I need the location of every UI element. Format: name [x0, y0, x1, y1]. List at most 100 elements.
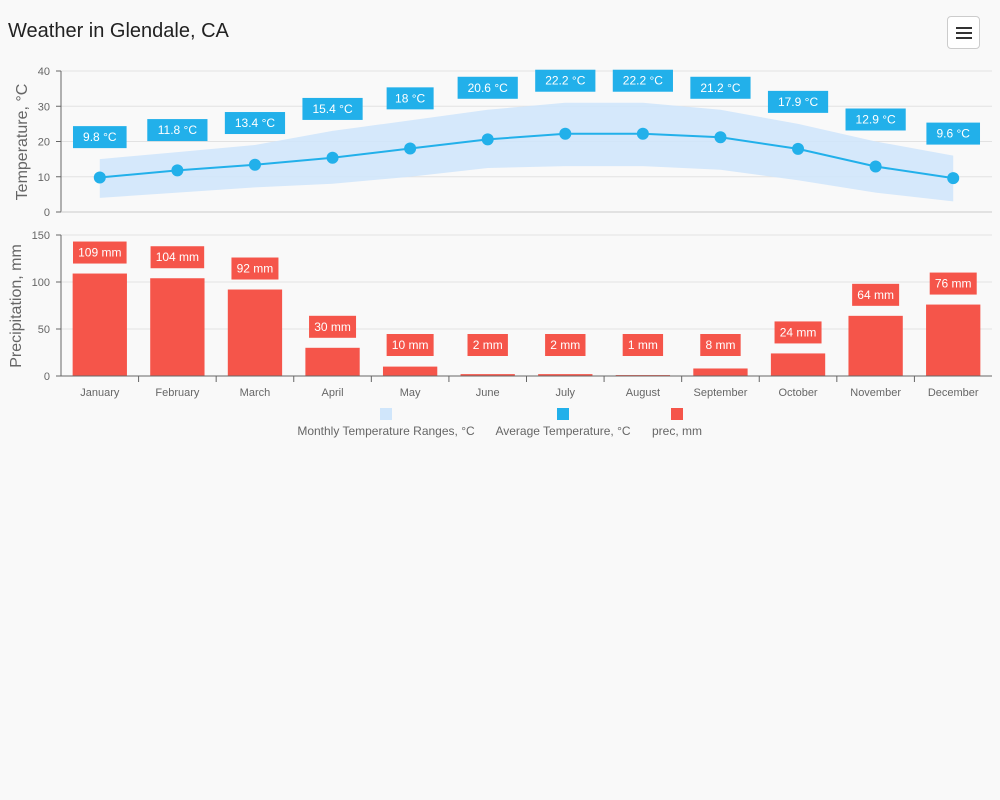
- x-tick-label: September: [694, 387, 748, 399]
- precipitation-bar: [538, 374, 593, 376]
- average-temperature-point: [171, 164, 184, 177]
- temperature-data-label: 15.4 °C: [312, 102, 352, 116]
- average-temperature-point: [326, 151, 339, 164]
- temperature-tick-label: 0: [44, 207, 50, 219]
- x-tick-label: December: [928, 387, 979, 399]
- temperature-data-label-bg: [535, 69, 596, 92]
- temperature-data-label: 22.2 °C: [623, 74, 663, 88]
- temperature-data-label-bg: [147, 119, 208, 142]
- temperature-data-label: 22.2 °C: [545, 74, 585, 88]
- weather-chart: Temperature, °C Precipitation, mm 0 10 20 3…: [8, 66, 992, 438]
- precipitation-tick-label: 100: [32, 277, 50, 289]
- average-temperature-point: [93, 171, 106, 184]
- precipitation-tick-label: 50: [38, 324, 50, 336]
- precipitation-data-label: 64 mm: [857, 288, 894, 302]
- x-tick-label: June: [476, 387, 500, 399]
- precipitation-bar: [72, 273, 127, 376]
- precipitation-data-label-bg: [929, 272, 977, 295]
- precipitation-data-label: 76 mm: [935, 277, 972, 291]
- x-tick-label: January: [80, 387, 120, 399]
- x-tick-label: November: [850, 387, 901, 399]
- temperature-data-label: 11.8 °C: [158, 123, 198, 137]
- average-temperature-point: [248, 158, 261, 171]
- precipitation-data-label: 24 mm: [780, 325, 817, 339]
- temperature-data-label-bg: [386, 87, 434, 110]
- x-tick-label: February: [155, 387, 200, 399]
- precipitation-bar: [227, 289, 283, 376]
- legend-label: Average Temperature, °C: [495, 424, 630, 438]
- precipitation-data-label: 2 mm: [473, 338, 503, 352]
- precipitation-data-label: 2 mm: [550, 338, 580, 352]
- temperature-range-area: [99, 102, 954, 202]
- temperature-tick-label: 30: [38, 101, 50, 113]
- precipitation-data-label-bg: [231, 257, 279, 280]
- temperature-data-label-bg: [612, 69, 673, 92]
- temperature-data-label-bg: [767, 90, 829, 113]
- temperature-data-label: 12.9 °C: [856, 113, 896, 127]
- precipitation-tick-label: 0: [44, 371, 50, 383]
- average-temperature-line: [99, 132, 954, 180]
- temperature-tick-label: 20: [38, 137, 50, 149]
- temperature-tick-label: 10: [38, 172, 50, 184]
- average-temperature-point: [792, 142, 805, 155]
- precipitation-data-label-bg: [774, 321, 822, 344]
- x-tick-label: May: [400, 387, 421, 399]
- precipitation-bar: [770, 353, 826, 376]
- legend-swatch: [557, 408, 569, 420]
- precipitation-bar: [460, 374, 515, 376]
- precipitation-data-label-bg: [386, 334, 434, 356]
- legend-label: prec, mm: [652, 424, 702, 438]
- temperature-data-label: 21.2 °C: [700, 81, 740, 95]
- x-tick-label: March: [240, 387, 271, 399]
- precipitation-data-label-bg: [309, 315, 357, 338]
- precipitation-bar: [382, 366, 438, 376]
- legend-item[interactable]: prec, mm: [652, 408, 702, 438]
- temperature-data-label-bg: [224, 112, 286, 135]
- average-temperature-point: [636, 127, 649, 140]
- precipitation-axis-label: Precipitation, mm: [8, 244, 25, 368]
- precipitation-data-label: 1 mm: [628, 338, 658, 352]
- temperature-data-label: 18 °C: [395, 91, 425, 105]
- precipitation-data-label-bg: [72, 241, 127, 264]
- x-tick-label: July: [556, 387, 576, 399]
- legend-item[interactable]: Monthly Temperature Ranges, °C: [297, 408, 475, 438]
- temperature-data-label-bg: [457, 76, 518, 99]
- temperature-data-label-bg: [302, 97, 363, 120]
- legend-swatch: [671, 408, 683, 420]
- precipitation-data-label-bg: [467, 334, 508, 356]
- precipitation-data-label-bg: [622, 334, 664, 356]
- temperature-axis-label: Temperature, °C: [14, 84, 31, 201]
- temperature-data-label: 20.6 °C: [468, 81, 508, 95]
- legend-label: Monthly Temperature Ranges, °C: [297, 424, 475, 438]
- precipitation-bar: [926, 304, 981, 376]
- precipitation-data-label: 109 mm: [78, 246, 121, 260]
- precipitation-bar: [150, 278, 205, 376]
- precipitation-bar: [693, 368, 748, 376]
- average-temperature-point: [869, 160, 882, 173]
- temperature-data-label: 17.9 °C: [778, 95, 818, 109]
- precipitation-data-label: 92 mm: [237, 262, 274, 276]
- precipitation-tick-label: 150: [32, 230, 50, 242]
- legend-item[interactable]: Average Temperature, °C: [495, 408, 631, 438]
- x-tick-label: April: [322, 387, 344, 399]
- average-temperature-point: [404, 142, 417, 155]
- temperature-data-label-bg: [926, 122, 981, 145]
- temperature-data-label-bg: [845, 108, 906, 131]
- precipitation-data-label: 30 mm: [314, 320, 351, 334]
- temperature-data-label-bg: [72, 126, 127, 149]
- precipitation-data-label: 104 mm: [156, 250, 199, 264]
- average-temperature-point: [714, 131, 727, 144]
- temperature-data-label: 9.8 °C: [83, 130, 117, 144]
- precipitation-data-label-bg: [852, 283, 900, 306]
- temperature-data-label-bg: [690, 76, 751, 99]
- x-tick-label: August: [626, 387, 660, 399]
- hamburger-icon: [956, 27, 972, 29]
- precipitation-bar: [848, 315, 903, 376]
- average-temperature-point: [559, 127, 572, 140]
- x-tick-label: October: [778, 387, 817, 399]
- average-temperature-point: [481, 133, 494, 146]
- temperature-data-label: 13.4 °C: [235, 116, 275, 130]
- menu-button[interactable]: [947, 16, 980, 49]
- page-title: Weather in Glendale, CA: [8, 20, 229, 42]
- precipitation-data-label: 8 mm: [705, 338, 735, 352]
